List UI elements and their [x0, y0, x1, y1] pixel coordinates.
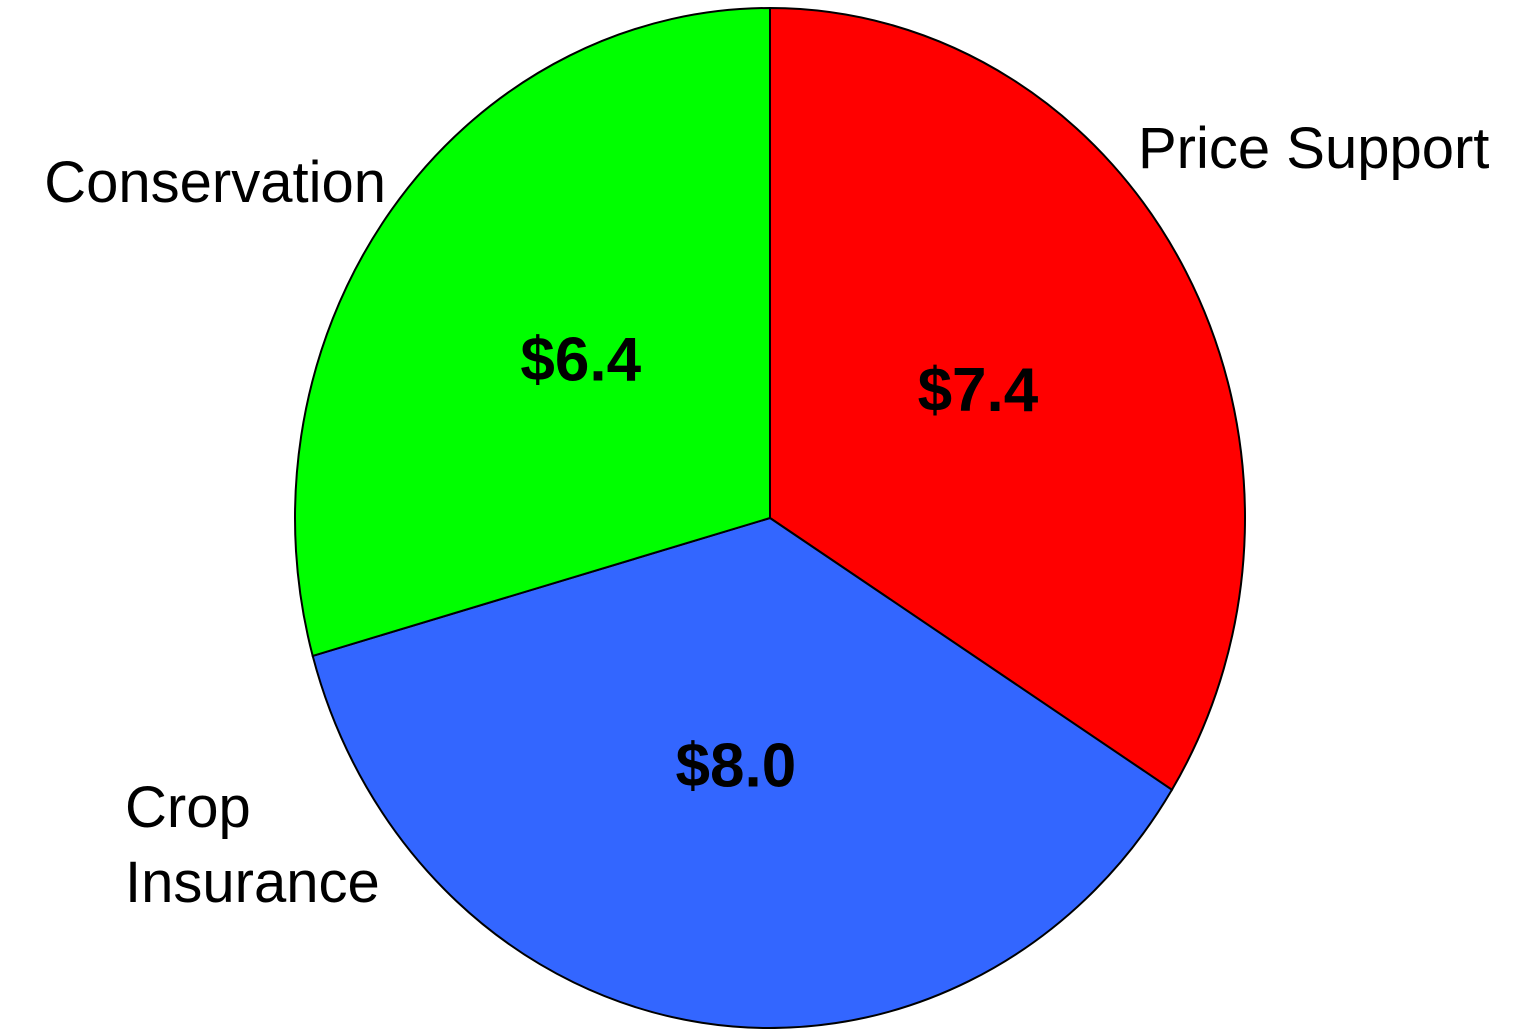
- value-label: $7.4: [918, 356, 1039, 425]
- value-label: $6.4: [520, 325, 641, 394]
- pie-slice: [769, 6, 1246, 792]
- category-label: Conservation: [44, 150, 386, 215]
- category-label: Price Support: [1138, 116, 1489, 181]
- value-label: $8.0: [676, 732, 797, 801]
- category-label: Crop Insurance: [125, 775, 380, 915]
- pie-slice: [311, 516, 1174, 1029]
- pie-slice: [294, 6, 771, 658]
